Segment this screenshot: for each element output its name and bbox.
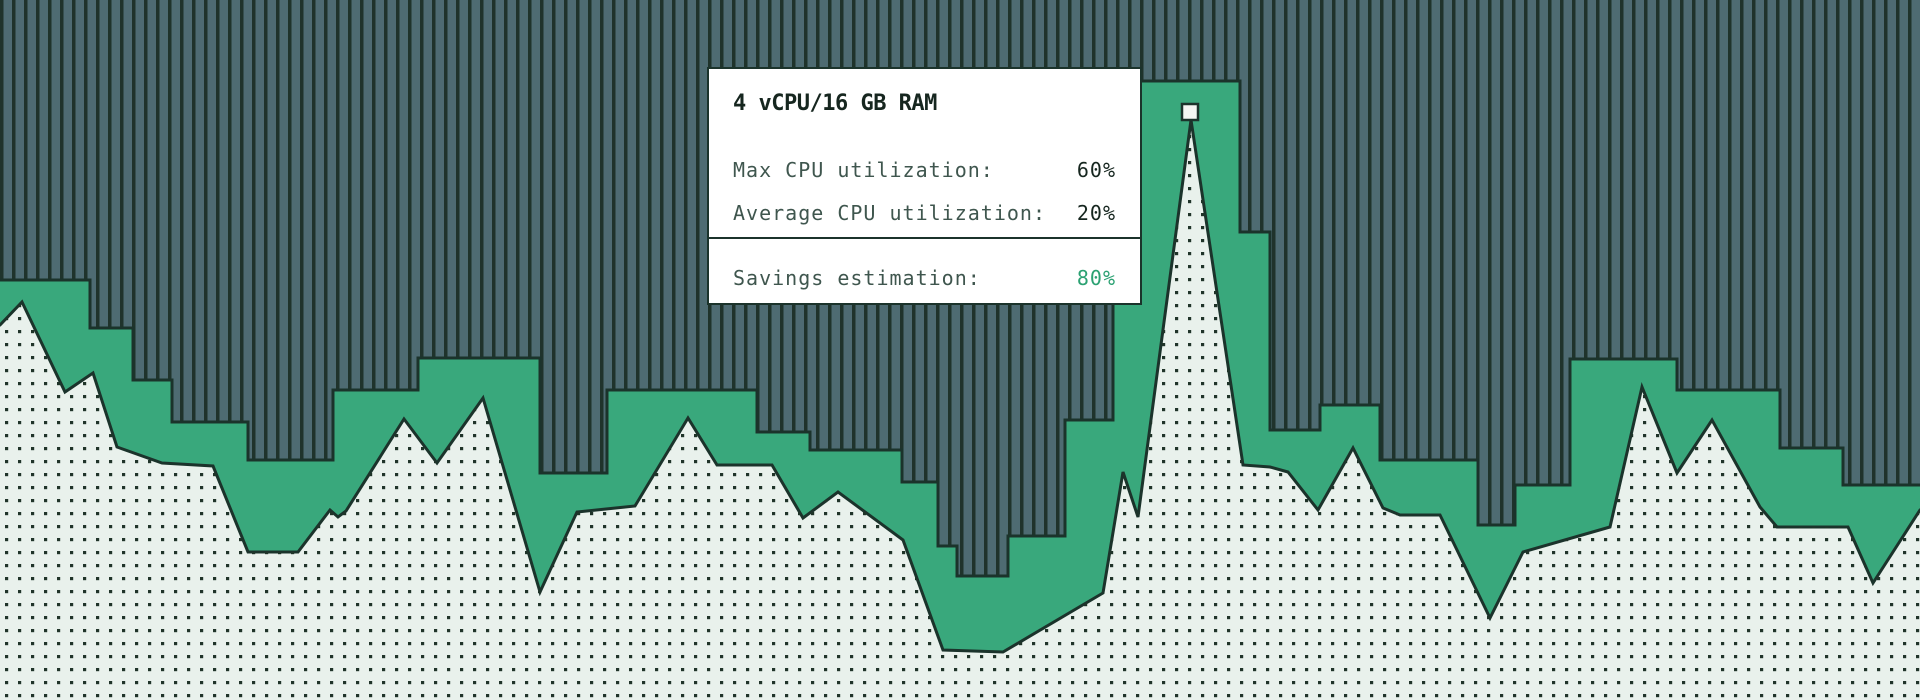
actual-usage-dot-fill [0,120,1920,700]
max-cpu-row: Max CPU utilization: 60% [709,158,1140,182]
card-divider [709,237,1140,239]
avg-cpu-row: Average CPU utilization: 20% [709,201,1140,225]
savings-label: Savings estimation: [733,266,981,290]
usage-peak-marker-handle[interactable] [1180,102,1200,122]
avg-cpu-label: Average CPU utilization: [733,201,1046,225]
instance-size-title: 4 vCPU/16 GB RAM [733,91,937,116]
max-cpu-label: Max CPU utilization: [733,158,994,182]
avg-cpu-value: 20% [1076,201,1116,225]
tooltip-card: 4 vCPU/16 GB RAM Max CPU utilization: 60… [707,67,1142,305]
savings-row: Savings estimation: 80% [709,266,1140,290]
max-cpu-value: 60% [1076,158,1116,182]
savings-value: 80% [1076,266,1116,290]
